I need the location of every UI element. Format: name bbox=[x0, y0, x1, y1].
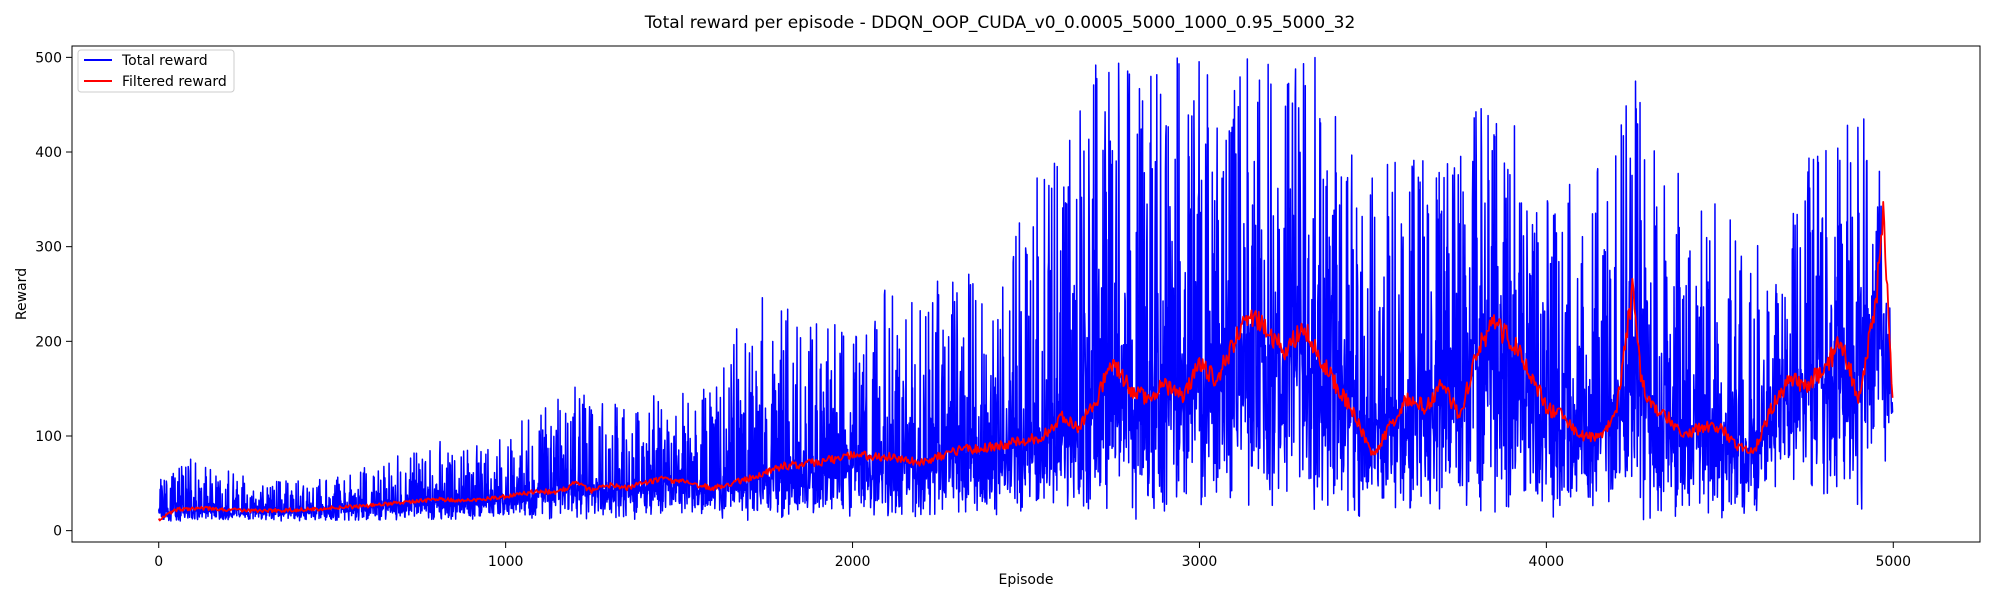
y-tick-label: 400 bbox=[35, 145, 62, 161]
y-tick-label: 100 bbox=[35, 429, 62, 445]
y-axis-title: Reward bbox=[14, 268, 30, 320]
x-tick-label: 1000 bbox=[488, 554, 524, 570]
y-axis: 0 100 200 300 400 500 bbox=[35, 50, 72, 540]
x-axis-title: Episode bbox=[999, 572, 1054, 588]
chart-title: Total reward per episode - DDQN_OOP_CUDA… bbox=[644, 13, 1356, 33]
x-tick-label: 5000 bbox=[1875, 554, 1911, 570]
legend: Total reward Filtered reward bbox=[77, 49, 235, 93]
x-axis: 0 1000 2000 3000 4000 5000 bbox=[154, 542, 1911, 570]
x-tick-label: 0 bbox=[154, 554, 163, 570]
y-tick-label: 300 bbox=[35, 240, 62, 256]
legend-label-total-reward: Total reward bbox=[121, 53, 208, 69]
x-tick-label: 3000 bbox=[1182, 554, 1218, 570]
y-tick-label: 500 bbox=[35, 50, 62, 66]
x-tick-label: 2000 bbox=[835, 554, 871, 570]
y-tick-label: 0 bbox=[53, 524, 62, 540]
series-layer bbox=[157, 56, 1894, 522]
plot-frame bbox=[71, 45, 1981, 543]
y-tick-label: 200 bbox=[35, 334, 62, 350]
plot-area bbox=[157, 56, 1894, 522]
legend-box bbox=[77, 49, 235, 93]
legend-label-filtered-reward: Filtered reward bbox=[122, 74, 227, 90]
series-line-filtered-reward bbox=[157, 200, 1894, 522]
x-tick-label: 4000 bbox=[1529, 554, 1565, 570]
series-line-total-reward bbox=[157, 56, 1894, 522]
